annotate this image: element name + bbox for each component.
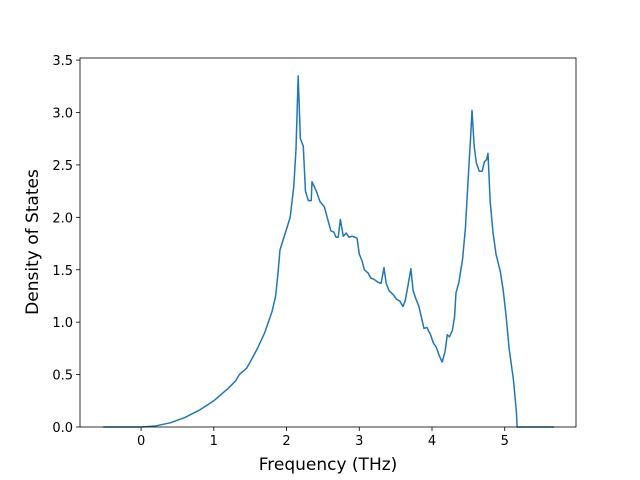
plot-frame: [79, 57, 577, 428]
x-tick-label: 2: [282, 434, 290, 449]
y-tick-label: 2.5: [52, 159, 73, 174]
y-axis-label: Density of States: [23, 169, 43, 315]
y-tick-label: 1.0: [52, 316, 73, 331]
x-tick-label: 4: [428, 434, 436, 449]
y-tick-label: 1.5: [52, 264, 73, 279]
line: [103, 75, 555, 428]
y-tick-label: 2.0: [52, 211, 73, 226]
x-tick-label: 5: [501, 434, 509, 449]
y-tick-label: 3.5: [52, 54, 73, 69]
y-tick-label: 0.0: [52, 421, 73, 436]
x-tick-label: 0: [137, 434, 145, 449]
x-tick-label: 3: [355, 434, 363, 449]
x-axis-label: Frequency (THz): [259, 455, 398, 475]
x-tick-label: 1: [210, 434, 218, 449]
y-tick-label: 3.0: [52, 107, 73, 122]
y-tick-label: 0.5: [52, 369, 73, 384]
